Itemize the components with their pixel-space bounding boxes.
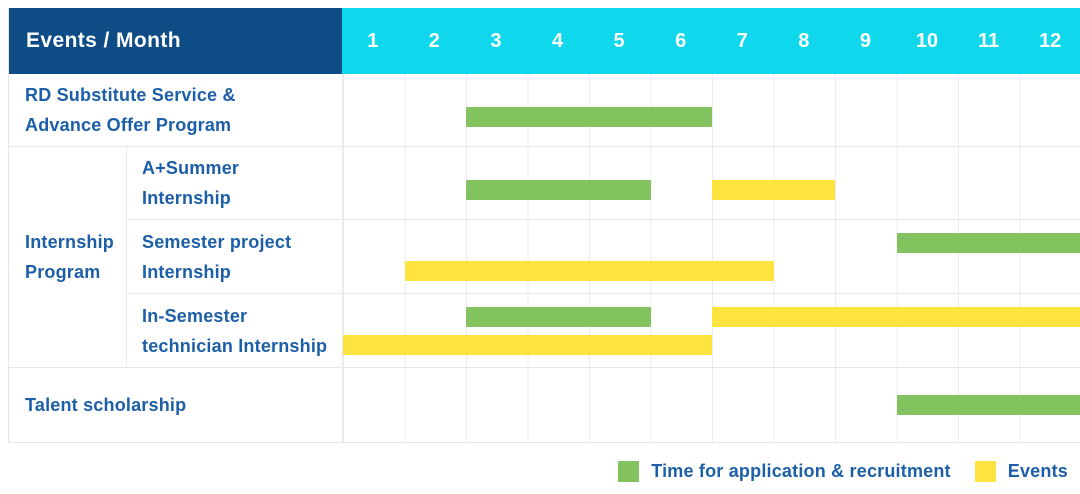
group-label-internship-program: Internship Program [9, 147, 126, 368]
month-header-label: 8 [798, 29, 810, 52]
gantt-bar-green-months-3-5 [466, 307, 651, 327]
row-label-talent-scholarship: Talent scholarship [25, 395, 187, 415]
table-corner-header: Events / Month [9, 8, 342, 74]
legend-swatch-yellow [974, 461, 996, 482]
month-header-label: 9 [859, 29, 871, 52]
month-header-label: 5 [613, 29, 625, 52]
row-label-a-plus-summer-internship: A+Summer Internship [126, 147, 342, 220]
bar-lane-a-plus-summer-internship [342, 147, 1080, 220]
month-header-label: 12 [1039, 29, 1062, 52]
month-header-label: 4 [551, 29, 564, 52]
legend-item-application-recruitment: Time for application & recruitment [618, 461, 951, 482]
table-title: Events / Month [26, 29, 181, 52]
gantt-bar-green-months-10-12 [896, 233, 1080, 253]
gantt-table: Events / Month 1 2 3 4 5 6 7 8 9 10 11 12 RD Substi… [8, 8, 1080, 443]
bar-lane-in-semester-technician-internship [342, 294, 1080, 368]
month-header-label: 11 [978, 29, 1000, 52]
legend-label-application-recruitment: Time for application & recruitment [651, 461, 951, 481]
month-header-label: 1 [367, 29, 379, 52]
legend: Time for application & recruitment Event… [618, 461, 1068, 482]
legend-swatch-green [618, 461, 640, 482]
month-header-label: 3 [490, 29, 502, 52]
bar-lane-rd-substitute-service [342, 74, 1080, 147]
gantt-bar-green-months-3-6 [466, 107, 712, 127]
row-label-semester-project-internship: Semester project Internship [126, 220, 342, 294]
months-header: 1 2 3 4 5 6 7 8 9 10 11 12 [342, 8, 1080, 74]
gantt-bar-yellow-months-2-7 [404, 261, 774, 281]
gantt-bar-yellow-months-1-6 [343, 335, 712, 355]
row-label-rd-substitute-service: RD Substitute Service & Advance Offer Pr… [9, 74, 342, 147]
row-label-in-semester-technician-internship: In-Semester technician Internship [126, 294, 342, 368]
gantt-bar-green-months-3-5 [466, 180, 651, 200]
legend-label-events: Events [1007, 461, 1068, 481]
month-header-label: 10 [915, 29, 939, 52]
month-header-label: 7 [736, 29, 748, 52]
month-header-label: 6 [675, 29, 687, 52]
bar-lane-semester-project-internship [342, 220, 1080, 294]
month-header-label: 2 [428, 29, 440, 52]
gantt-bar-yellow-months-7-8 [712, 180, 835, 200]
bar-lane-talent-scholarship [342, 368, 1080, 442]
gantt-bar-yellow-months-7-12 [712, 307, 1080, 327]
gantt-bar-green-months-10-12 [896, 395, 1080, 415]
legend-item-events: Events [974, 461, 1068, 482]
